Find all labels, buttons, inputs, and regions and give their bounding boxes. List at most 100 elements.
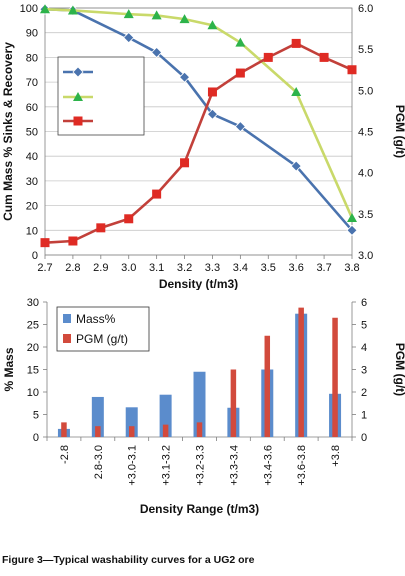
x-tick-label: 2.8-3.0 (93, 445, 105, 479)
series-3-point (207, 87, 217, 97)
series-3-point (319, 52, 329, 62)
y2-tick-label: 1 (361, 410, 367, 422)
series-3-point (347, 65, 357, 75)
y-axis-title: Cum Mass % Sinks & Recovery (1, 42, 15, 221)
series-2-point (151, 10, 162, 20)
legend-label-mass: Mass% (76, 312, 116, 326)
pgm-bar (230, 369, 237, 437)
series-2-point (179, 14, 190, 24)
y2-tick-label: 3 (361, 365, 367, 377)
series-3-point (124, 214, 134, 224)
pgm-bar (298, 307, 304, 437)
y-tick-label: 20 (27, 342, 39, 354)
x-tick-label: 2.7 (37, 262, 52, 274)
x-tick-label: 3.2 (177, 262, 192, 274)
y-tick-label: 80 (26, 52, 38, 64)
series-3-point (291, 38, 301, 48)
y-tick-label: 10 (27, 387, 39, 399)
series-1-point (290, 160, 302, 172)
mass-bar (193, 371, 206, 437)
y2-tick-label: 3.5 (358, 209, 373, 221)
legend: Mass% PGM (g/t) (56, 306, 150, 352)
series-2-point (347, 212, 357, 222)
y-tick-label: 0 (33, 432, 39, 444)
x-tick-label: +3.8 (330, 445, 342, 467)
series-1-point (346, 224, 358, 236)
x-tick-label: 3.8 (344, 262, 359, 274)
x-tick-label: 3.4 (233, 262, 248, 274)
x-tick-label: 3.3 (205, 262, 220, 274)
series-1-point (178, 71, 191, 83)
series-3-point (263, 52, 273, 62)
figure-caption: Figure 3—Typical washability curves for … (2, 554, 255, 566)
y2-axis-title: PGM (g/t) (393, 105, 405, 158)
x-axis-title: Density (t/m3) (159, 277, 238, 290)
legend-swatch-pgm (63, 334, 71, 343)
y-tick-label: 10 (26, 225, 38, 237)
y-tick-label: 40 (26, 151, 38, 163)
pgm-bar (264, 335, 271, 437)
x-tick-label: 3.0 (121, 262, 136, 274)
y-tick-label: 15 (27, 365, 39, 377)
plot-frame (44, 7, 353, 256)
legend-swatch-marker (72, 66, 84, 78)
x-tick-label: 3.6 (289, 262, 304, 274)
x-tick-label: -2.8 (59, 445, 71, 464)
y2-tick-label: 4 (361, 342, 367, 354)
series-3-point (152, 189, 162, 199)
y2-axis-title: PGM (g/t) (393, 343, 405, 396)
y-tick-label: 50 (26, 127, 38, 139)
x-tick-label: +3.1-3.2 (161, 445, 173, 486)
mass-bar (159, 394, 172, 437)
pgm-bar (162, 424, 169, 437)
y2-tick-label: 5.5 (358, 44, 373, 56)
legend-label-pgm: PGM (g/t) (76, 332, 128, 346)
x-axis-title: Density Range (t/m3) (140, 502, 259, 516)
pgm-bar (196, 422, 203, 437)
y2-tick-label: 2 (361, 387, 367, 399)
y-tick-label: 25 (27, 320, 39, 332)
density-range-bar-chart: 0 5 10 15 20 25 30 0 1 2 3 4 5 6 -2.8 2.8-3.0 +3.0-3.1 +3… (2, 297, 405, 516)
series-2-point (40, 4, 50, 14)
series-1-point (206, 108, 219, 120)
legend (57, 56, 145, 136)
series-1-point (151, 46, 163, 59)
legend-swatch-marker (73, 116, 83, 126)
series-3-point (68, 236, 78, 246)
y2-tick-label: 5 (361, 320, 367, 332)
x-tick-label: +3.0-3.1 (127, 445, 139, 486)
y-tick-label: 0 (32, 250, 38, 262)
pgm-bar (128, 426, 135, 437)
series-1-point (123, 32, 135, 44)
series-3-line (44, 42, 353, 244)
y-tick-label: 5 (33, 410, 39, 422)
pgm-bar (95, 426, 101, 437)
series-3-point (180, 158, 190, 168)
y2-tick-label: 3.0 (358, 250, 373, 262)
series-3-point (96, 223, 106, 233)
x-tick-label: 2.9 (93, 262, 108, 274)
series-1-point (234, 120, 246, 133)
x-tick-label: 3.7 (316, 262, 331, 274)
y-axis-title: % Mass (2, 347, 16, 391)
series-3-point (235, 68, 245, 78)
y2-tick-label: 6 (361, 297, 367, 309)
y2-tick-label: 0 (361, 432, 367, 444)
series-2-point (207, 20, 218, 30)
series-2-point (67, 5, 78, 15)
x-tick-label: 2.8 (65, 262, 80, 274)
mass-bar (91, 396, 104, 437)
washability-line-chart: 0 10 20 30 40 50 60 70 80 90 100 3.0 3.5 4.0 4.5 5.0 5.5… (1, 3, 405, 290)
mass-bar (125, 407, 138, 437)
x-tick-label: +3.4-3.6 (262, 445, 274, 486)
x-tick-label: 3.5 (261, 262, 276, 274)
y-tick-label: 90 (26, 28, 38, 40)
y-tick-label: 60 (26, 102, 38, 114)
series-3-point (40, 238, 50, 248)
series-2-point (123, 9, 134, 19)
pgm-bar (332, 317, 338, 437)
series-2-point (235, 37, 246, 47)
x-tick-label: +3.6-3.8 (296, 445, 308, 486)
y-tick-label: 30 (27, 297, 39, 309)
x-tick-label: 3.1 (149, 262, 164, 274)
